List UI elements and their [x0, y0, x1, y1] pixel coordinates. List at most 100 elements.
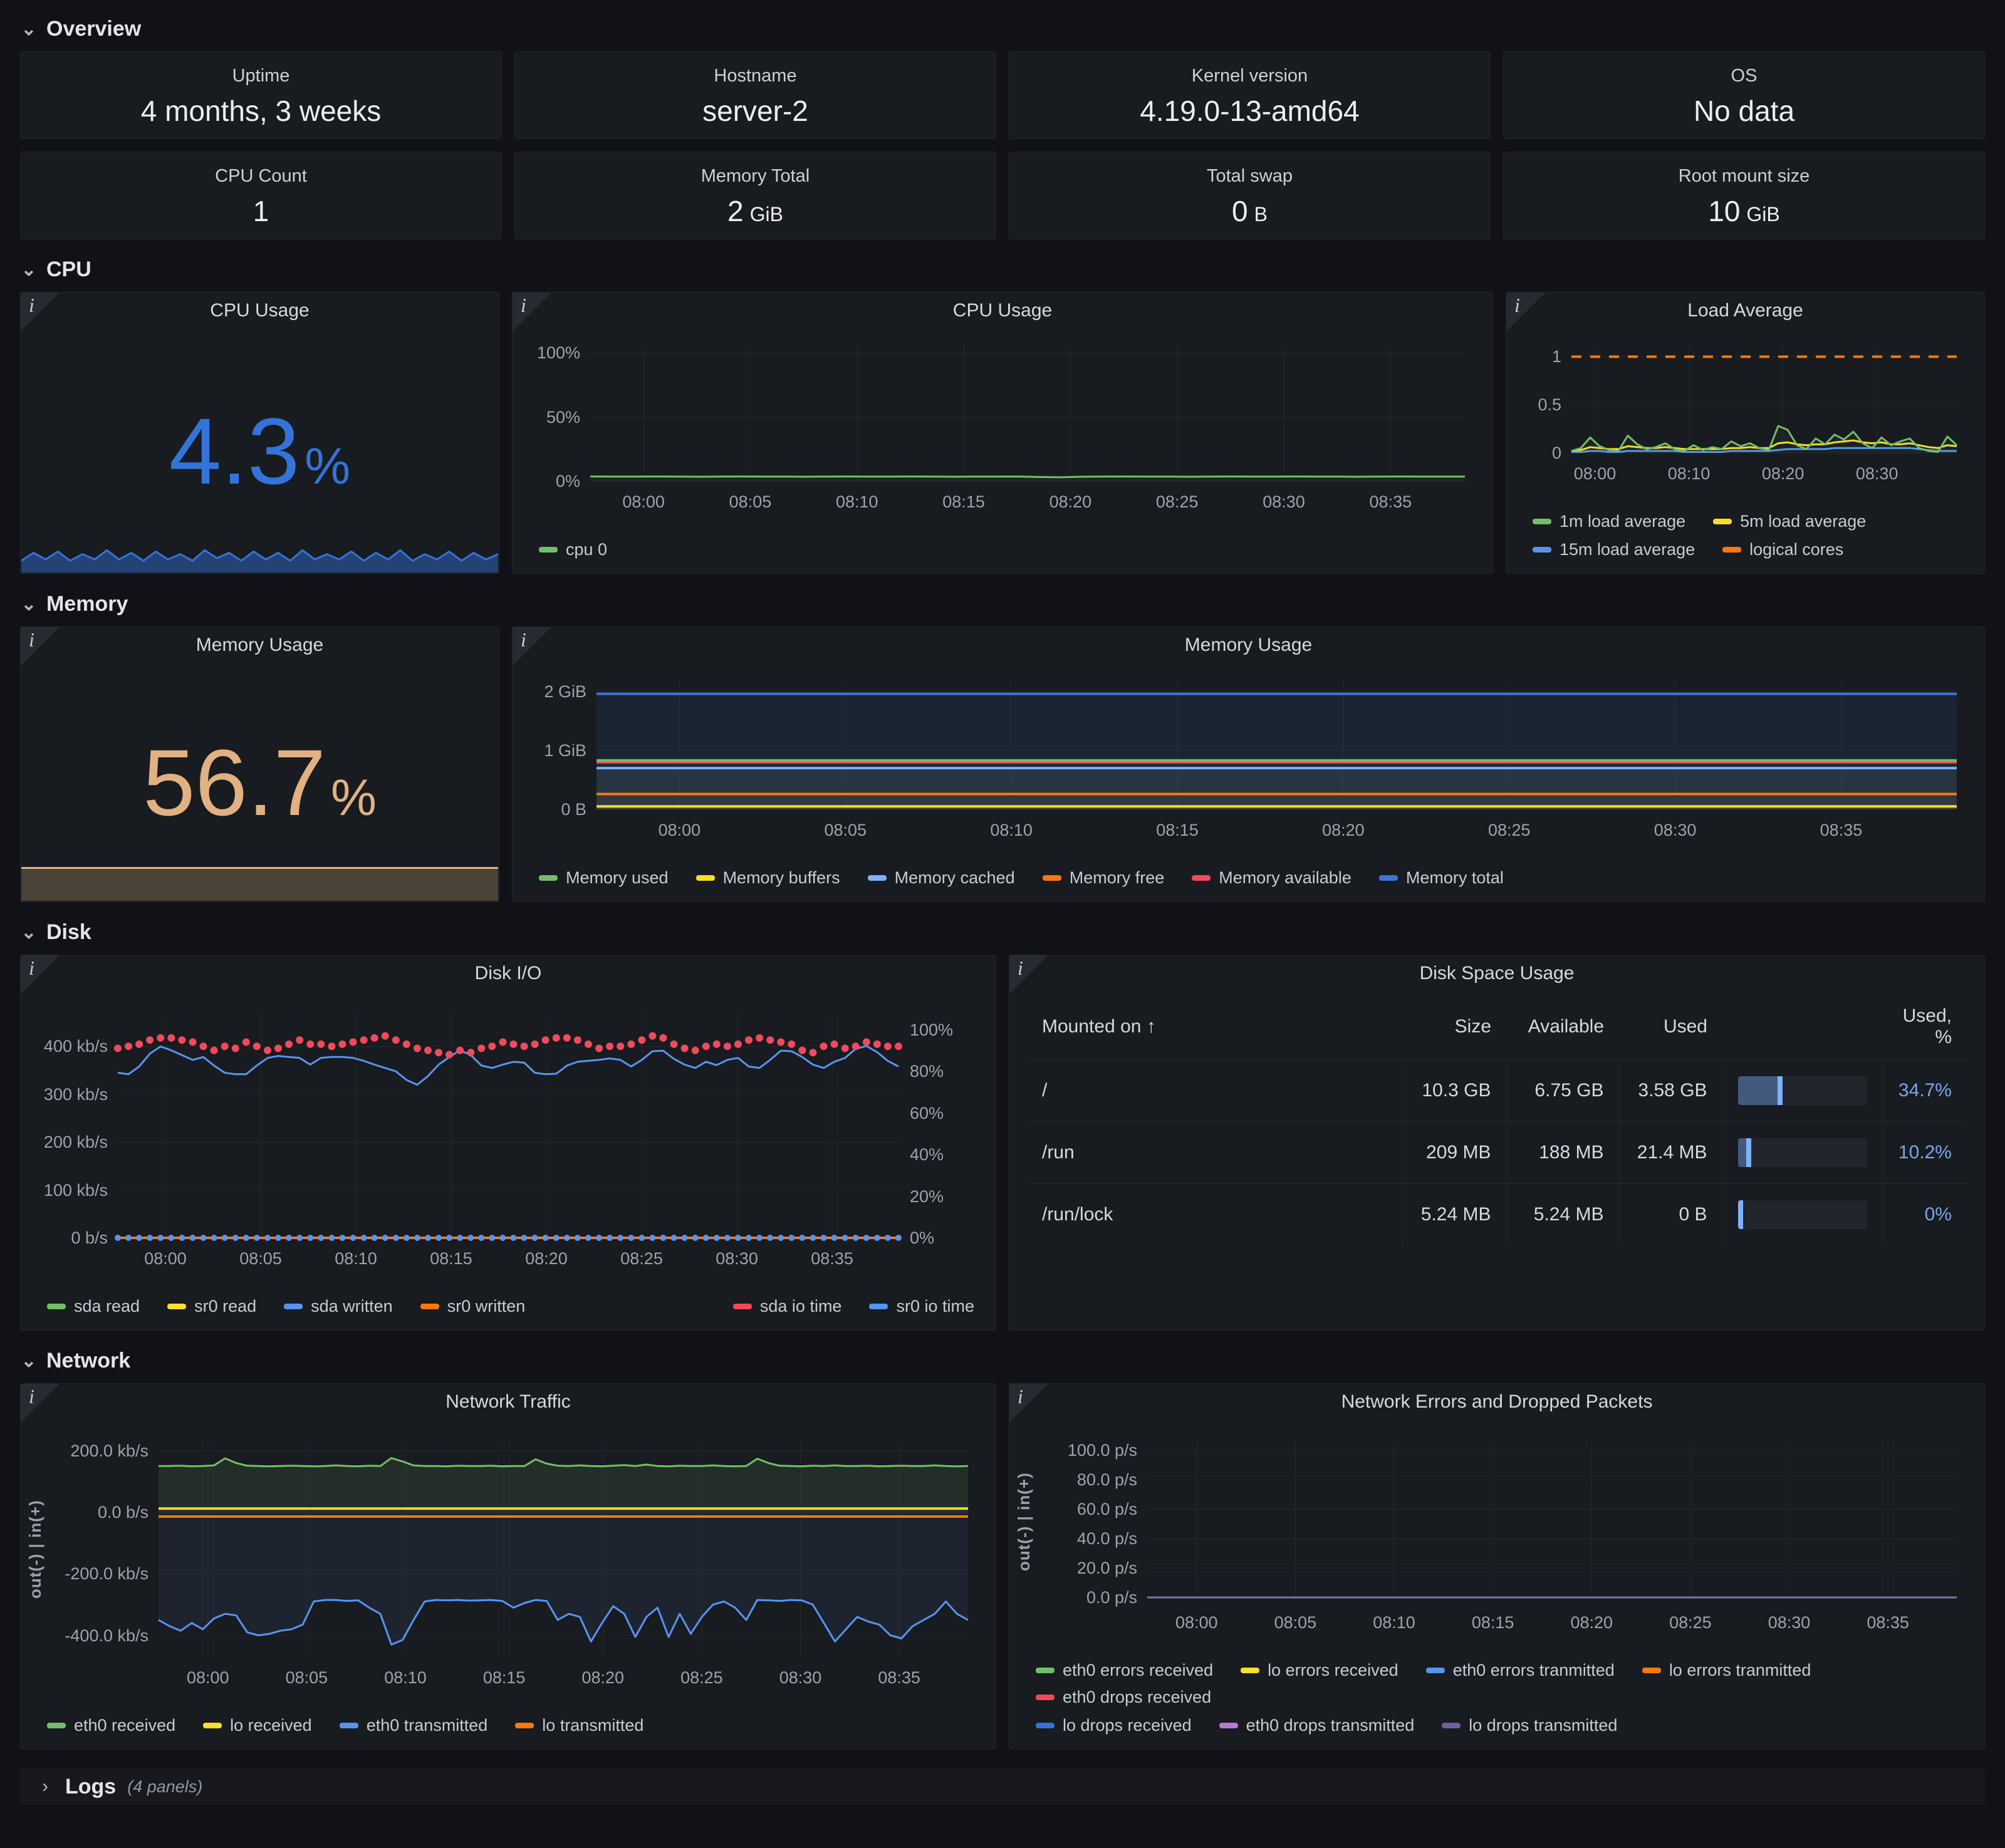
- legend-item[interactable]: eth0 errors tranmitted: [1425, 1661, 1615, 1680]
- stat-value-number: 2: [727, 194, 744, 227]
- panel-title[interactable]: Network Traffic: [445, 1391, 571, 1412]
- cell-used: 0 B: [1618, 1183, 1722, 1245]
- network-errors-plot[interactable]: 08:00 08:05 08:10 08:15 08:20 08:25 08:30 08:35…: [1068, 1441, 1957, 1632]
- legend-label: sda read: [74, 1297, 140, 1316]
- legend-marker-icon: [1042, 875, 1061, 881]
- legend-item[interactable]: logical cores: [1722, 540, 1843, 559]
- legend-item[interactable]: sr0 written: [420, 1297, 525, 1316]
- panel-title[interactable]: Network Errors and Dropped Packets: [1341, 1391, 1653, 1412]
- panel-info-icon[interactable]: i: [513, 627, 551, 666]
- panel-info-icon[interactable]: i: [21, 627, 60, 666]
- legend-item[interactable]: Memory available: [1192, 868, 1351, 888]
- load-average-plot[interactable]: 08:00 08:10 08:20 08:30 0 0.5 1: [1538, 345, 1958, 483]
- legend-marker-icon: [420, 1304, 439, 1309]
- panel-info-icon[interactable]: i: [21, 955, 60, 994]
- cpu-usage-plot[interactable]: 08:00 08:05 08:10 08:15 08:20 08:25 08:30 08:35…: [537, 343, 1465, 511]
- legend-item[interactable]: eth0 errors received: [1036, 1661, 1213, 1680]
- panel-info-icon[interactable]: i: [21, 293, 60, 331]
- panel-title[interactable]: Disk Space Usage: [1419, 963, 1575, 984]
- legend-item[interactable]: sr0 read: [167, 1297, 256, 1316]
- panel-title[interactable]: CPU Usage: [952, 300, 1053, 321]
- cell-used-pct: 0%: [1882, 1183, 1967, 1245]
- legend-item[interactable]: sr0 io time: [869, 1297, 974, 1316]
- panel-info-icon[interactable]: i: [1009, 1384, 1048, 1423]
- disk-io-plot[interactable]: 08:00 08:05 08:10 08:15 08:20 08:25 08:30 08:35…: [44, 1013, 953, 1268]
- xtick-label: 08:10: [1373, 1613, 1415, 1632]
- legend-item[interactable]: eth0 drops received: [1036, 1688, 1211, 1707]
- stat-value-number: 4.19.0-13-amd64: [1140, 94, 1360, 127]
- panel-title[interactable]: Load Average: [1687, 300, 1803, 321]
- legend-item[interactable]: lo drops received: [1036, 1716, 1192, 1735]
- panel-info-icon[interactable]: i: [513, 293, 551, 331]
- stat-card: CPU Count 1: [20, 152, 502, 239]
- legend-item[interactable]: Memory used: [539, 868, 669, 888]
- legend-item[interactable]: cpu 0: [539, 540, 607, 559]
- legend-item[interactable]: eth0 received: [47, 1716, 175, 1735]
- ytick-label: 0.5: [1538, 395, 1561, 415]
- section-header-network[interactable]: ⌄ Network: [20, 1347, 1985, 1374]
- section-header-overview[interactable]: ⌄ Overview: [20, 15, 1985, 43]
- memory-usage-plot[interactable]: 08:00 08:05 08:10 08:15 08:20 08:25 08:30 08:35…: [544, 680, 1957, 839]
- legend-item[interactable]: lo transmitted: [515, 1716, 643, 1735]
- legend-item[interactable]: lo received: [203, 1716, 312, 1735]
- legend-item[interactable]: 5m load average: [1713, 512, 1866, 531]
- network-traffic-plot[interactable]: 08:00 08:05 08:10 08:15 08:20 08:25 08:30 08:35…: [65, 1441, 969, 1687]
- panel-info-icon[interactable]: i: [21, 1384, 60, 1423]
- legend-item[interactable]: sda read: [47, 1297, 140, 1316]
- legend-item[interactable]: eth0 transmitted: [339, 1716, 487, 1735]
- section-title: Memory: [46, 591, 128, 616]
- overview-stats-grid: Uptime 4 months, 3 weeks Hostname server…: [20, 51, 1985, 239]
- stat-card: Memory Total 2 GiB: [514, 152, 996, 239]
- section-header-memory[interactable]: ⌄ Memory: [20, 590, 1985, 618]
- panel-network-traffic: i Network Traffic out(-) | in(+) 08:00 08…: [20, 1383, 996, 1750]
- column-header-used[interactable]: Used: [1663, 1016, 1707, 1037]
- legend-label: Memory total: [1405, 868, 1504, 887]
- stat-value: 4.19.0-13-amd64: [1140, 96, 1359, 125]
- panel-title[interactable]: Memory Usage: [1184, 635, 1313, 655]
- xtick-label: 08:05: [1274, 1613, 1317, 1632]
- xtick-label: 08:35: [811, 1249, 853, 1268]
- panel-disk-space-usage: i Disk Space Usage Mounted on ↑ Size Ava…: [1009, 955, 1985, 1331]
- panel-cpu-usage-stat: i CPU Usage 4.3 %: [20, 292, 499, 574]
- cell-used: 21.4 MB: [1618, 1121, 1722, 1184]
- legend-item[interactable]: Memory cached: [867, 868, 1015, 888]
- panel-info-icon[interactable]: i: [1009, 955, 1048, 994]
- section-header-cpu[interactable]: ⌄ CPU: [20, 256, 1985, 283]
- column-header-size[interactable]: Size: [1454, 1016, 1491, 1037]
- legend-label: eth0 drops received: [1063, 1688, 1212, 1706]
- legend-item[interactable]: lo errors received: [1241, 1661, 1398, 1680]
- column-header-available[interactable]: Available: [1528, 1016, 1604, 1037]
- legend-label: Memory cached: [894, 868, 1015, 887]
- section-header-logs[interactable]: › Logs (4 panels): [20, 1768, 1985, 1805]
- chevron-down-icon: ⌄: [21, 921, 37, 943]
- panel-network-errors: i Network Errors and Dropped Packets out…: [1009, 1383, 1985, 1750]
- legend-item[interactable]: sda written: [284, 1297, 393, 1316]
- legend-item[interactable]: Memory free: [1042, 868, 1164, 888]
- stat-value-number: server-2: [702, 94, 808, 127]
- cell-available: 6.75 GB: [1506, 1059, 1619, 1122]
- panel-title[interactable]: CPU Usage: [210, 300, 310, 321]
- xtick-label: 08:00: [187, 1668, 229, 1687]
- panel-title[interactable]: Disk I/O: [474, 963, 542, 984]
- panel-info-icon[interactable]: i: [1506, 293, 1545, 331]
- panel-title[interactable]: Memory Usage: [195, 635, 324, 655]
- legend-item[interactable]: 1m load average: [1533, 512, 1685, 531]
- legend-marker-icon: [1036, 1723, 1055, 1728]
- table-row: /run 209 MB 188 MB 21.4 MB 10.2%: [1027, 1121, 1967, 1184]
- ytick-label: 2 GiB: [544, 682, 586, 701]
- ytick2-label: 0%: [910, 1228, 935, 1247]
- legend-item[interactable]: Memory total: [1378, 868, 1504, 888]
- xtick-label: 08:00: [144, 1249, 187, 1268]
- xtick-label: 08:30: [1263, 492, 1305, 511]
- legend-marker-icon: [1036, 1668, 1055, 1673]
- column-header-used-pct[interactable]: Used, %: [1902, 1005, 1952, 1047]
- column-header-mounted-on[interactable]: Mounted on ↑: [1042, 1016, 1156, 1037]
- legend-item[interactable]: 15m load average: [1533, 540, 1695, 559]
- stat-value: 10 GiB: [1708, 197, 1780, 226]
- legend-item[interactable]: lo drops transmitted: [1442, 1716, 1617, 1735]
- section-header-disk[interactable]: ⌄ Disk: [20, 918, 1985, 946]
- legend-item[interactable]: sda io time: [732, 1297, 841, 1316]
- legend-item[interactable]: lo errors tranmitted: [1642, 1661, 1811, 1680]
- legend-item[interactable]: eth0 drops transmitted: [1219, 1716, 1414, 1735]
- legend-item[interactable]: Memory buffers: [695, 868, 840, 888]
